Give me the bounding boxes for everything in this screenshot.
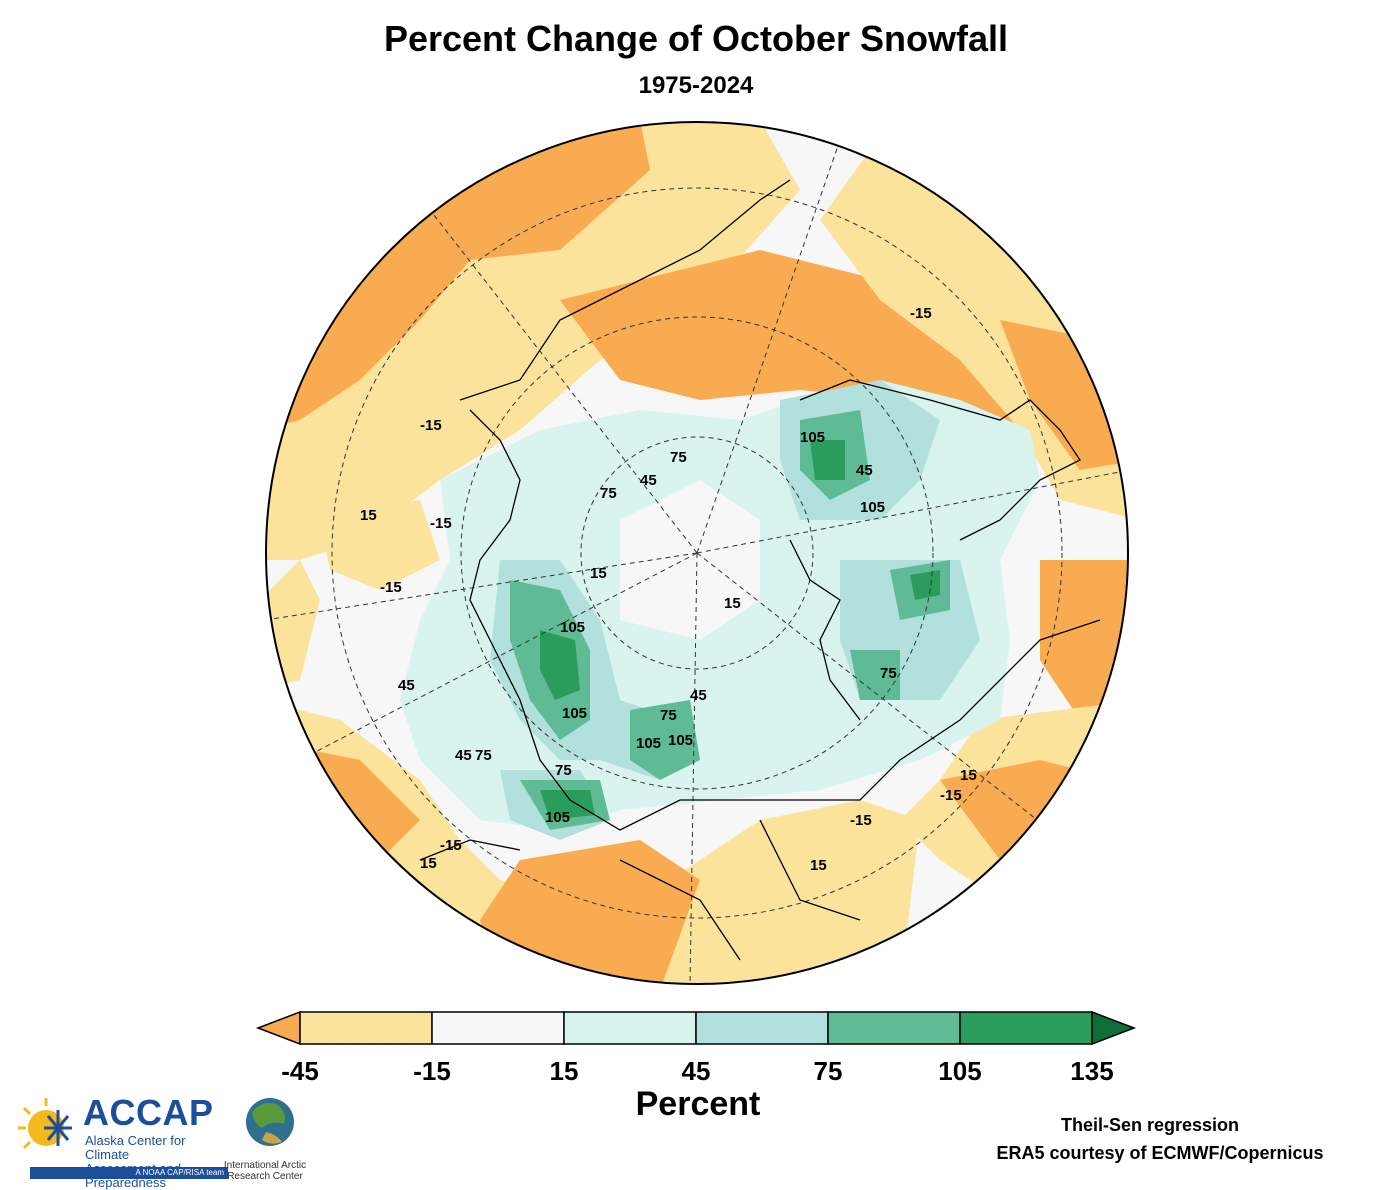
contour-label: 105 bbox=[800, 429, 825, 446]
colorbar-tick-label: 15 bbox=[549, 1056, 579, 1086]
iarc-line1: International Arctic bbox=[223, 1160, 307, 1171]
colorbar-arrow-below bbox=[255, 1010, 301, 1046]
contour-label: 15 bbox=[360, 507, 377, 524]
colorbar-bin bbox=[695, 1011, 829, 1045]
colorbar-tick-label: 75 bbox=[813, 1056, 843, 1086]
method-credit: Theil-Sen regression bbox=[1060, 1115, 1240, 1135]
colorbar-bin bbox=[563, 1011, 697, 1045]
contour-label: 105 bbox=[668, 732, 693, 749]
contour-label: 15 bbox=[960, 767, 977, 784]
contour-label: -15 bbox=[850, 812, 872, 829]
colorbar-tick-label: 45 bbox=[681, 1056, 711, 1086]
accap-subtitle: Alaska Center for Climate Assessment and… bbox=[85, 1134, 230, 1190]
coastlines bbox=[419, 179, 1101, 961]
map-border bbox=[265, 121, 1129, 985]
iarc-name: International Arctic Research Center bbox=[219, 1160, 311, 1182]
contour-label: 15 bbox=[590, 565, 607, 582]
contour-label: 15 bbox=[420, 855, 437, 872]
contour-label: 45 bbox=[455, 747, 472, 764]
map-fill bbox=[266, 122, 1128, 984]
contour-label: 105 bbox=[560, 619, 585, 636]
contour-label: -15 bbox=[420, 417, 442, 434]
iarc-line2: Research Center bbox=[227, 1171, 303, 1182]
contour-label: 75 bbox=[880, 665, 897, 682]
contour-label: 75 bbox=[475, 747, 492, 764]
contour-label: 45 bbox=[690, 687, 707, 704]
colorbar-bin bbox=[827, 1011, 961, 1045]
contour-label: -15 bbox=[440, 837, 462, 854]
contour-label: 45 bbox=[398, 677, 415, 694]
accap-tagline: A NOAA CAP/RISA team bbox=[30, 1167, 228, 1179]
contour-label: 45 bbox=[856, 462, 873, 479]
colorbar-bin bbox=[431, 1011, 565, 1045]
colorbar-tick-label: -45 bbox=[281, 1056, 319, 1086]
chart-title: Percent Change of October Snowfall bbox=[383, 18, 1009, 59]
chart-subtitle: 1975-2024 bbox=[638, 72, 754, 99]
colorbar-tick-label: 135 bbox=[1070, 1056, 1114, 1086]
contour-label: 75 bbox=[660, 707, 677, 724]
accap-logo: ACCAP Alaska Center for Climate Assessme… bbox=[18, 1092, 230, 1190]
accap-sun-snowflake-icon bbox=[18, 1098, 72, 1150]
colorbar-bin bbox=[959, 1011, 1093, 1045]
colorbar-tick-label: 105 bbox=[938, 1056, 982, 1086]
contour-label: 75 bbox=[600, 485, 617, 502]
contour-label: 105 bbox=[562, 705, 587, 722]
contour-label: -15 bbox=[380, 579, 402, 596]
contour-label: 45 bbox=[640, 472, 657, 489]
graticule bbox=[266, 139, 1128, 984]
contour-label: 75 bbox=[670, 449, 687, 466]
contour-label: -15 bbox=[430, 515, 452, 532]
colorbar-tick-label: -15 bbox=[413, 1056, 451, 1086]
colorbar bbox=[255, 1010, 1137, 1046]
accap-line1: Alaska Center for Climate bbox=[85, 1133, 186, 1162]
contour-label: -15 bbox=[940, 787, 962, 804]
contour-label: 105 bbox=[860, 499, 885, 516]
contour-label: -15 bbox=[910, 305, 932, 322]
data-credit: ERA5 courtesy of ECMWF/Copernicus bbox=[996, 1143, 1324, 1163]
contour-label: 75 bbox=[555, 762, 572, 779]
contour-label: 15 bbox=[810, 857, 827, 874]
iarc-globe-icon bbox=[246, 1098, 294, 1146]
contour-label: 15 bbox=[724, 595, 741, 612]
accap-name: ACCAP bbox=[83, 1092, 214, 1133]
colorbar-title: Percent bbox=[635, 1085, 761, 1123]
colorbar-arrow-above bbox=[1091, 1010, 1137, 1046]
contour-label: 105 bbox=[545, 809, 570, 826]
iarc-logo: International Arctic Research Center bbox=[224, 1100, 306, 1184]
contour-label: 105 bbox=[636, 735, 661, 752]
colorbar-bin bbox=[299, 1011, 433, 1045]
